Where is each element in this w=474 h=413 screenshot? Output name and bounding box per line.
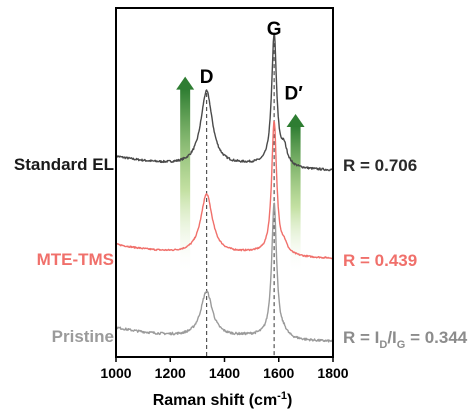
ratio-part: G <box>397 339 406 351</box>
x-tick-label-1800: 1800 <box>317 365 348 381</box>
ratio-part: = 0.344 <box>405 328 467 347</box>
x-axis-label-main: Raman shift (cm <box>153 392 277 409</box>
spectra <box>115 32 334 343</box>
x-tick-label-1200: 1200 <box>155 365 186 381</box>
ratio-labels: R = 0.706 R = 0.439 R = ID/IG = 0.344 <box>343 156 468 351</box>
series-label-3: Pristine <box>52 327 114 346</box>
x-axis-ticks: 1000 1200 1400 1600 1800 <box>100 357 349 381</box>
ratio-label-2: R = 0.439 <box>343 251 417 270</box>
peak-label-g: G <box>267 19 282 40</box>
ratio-label-3: R = ID/IG = 0.344 <box>343 328 468 351</box>
series-label-1: Standard EL <box>14 155 114 174</box>
ratio-label-1: R = 0.706 <box>343 156 417 175</box>
ratio-part: R = I <box>343 328 379 347</box>
series-label-2: MTE-TMS <box>37 250 114 269</box>
series-line-2 <box>115 120 334 260</box>
peak-label-dprime: D′ <box>285 83 304 104</box>
x-axis-label: Raman shift (cm-1) <box>153 390 293 409</box>
x-tick-label-1400: 1400 <box>209 365 240 381</box>
arrow-shaft-2 <box>290 126 301 274</box>
x-tick-label-1000: 1000 <box>100 365 131 381</box>
ratio-part: /I <box>387 328 396 347</box>
series-labels: Standard EL MTE-TMS Pristine <box>14 155 114 346</box>
series-line-1 <box>115 32 334 172</box>
x-tick-label-1600: 1600 <box>263 365 294 381</box>
series-line-3 <box>115 202 334 343</box>
peak-label-d: D <box>200 67 214 88</box>
arrow-shaft-1 <box>180 88 191 274</box>
arrow-head-1 <box>176 76 195 90</box>
peak-guide-lines <box>205 43 275 357</box>
trend-arrows <box>176 76 305 274</box>
x-axis-label-sup: -1 <box>277 390 287 402</box>
x-axis-label-end: ) <box>287 392 292 409</box>
arrow-head-2 <box>286 114 305 128</box>
ratio-part: D <box>379 339 387 351</box>
